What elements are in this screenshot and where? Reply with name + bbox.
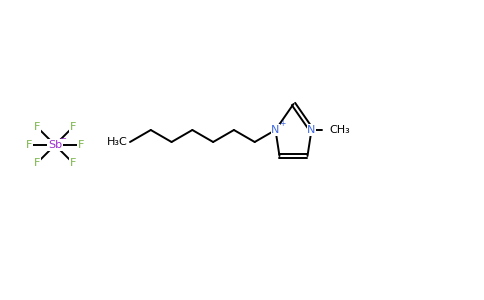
Text: F: F — [34, 158, 40, 168]
Text: H₃C: H₃C — [107, 137, 128, 147]
Text: F: F — [78, 140, 84, 150]
Text: CH₃: CH₃ — [329, 125, 350, 135]
Text: F: F — [70, 122, 76, 132]
Text: F: F — [34, 122, 40, 132]
Text: F: F — [26, 140, 32, 150]
Text: F: F — [70, 158, 76, 168]
Text: +: + — [279, 119, 286, 128]
Text: −: − — [60, 134, 66, 143]
Text: N: N — [307, 125, 316, 135]
Text: Sb: Sb — [48, 140, 62, 150]
Text: N: N — [272, 125, 280, 135]
